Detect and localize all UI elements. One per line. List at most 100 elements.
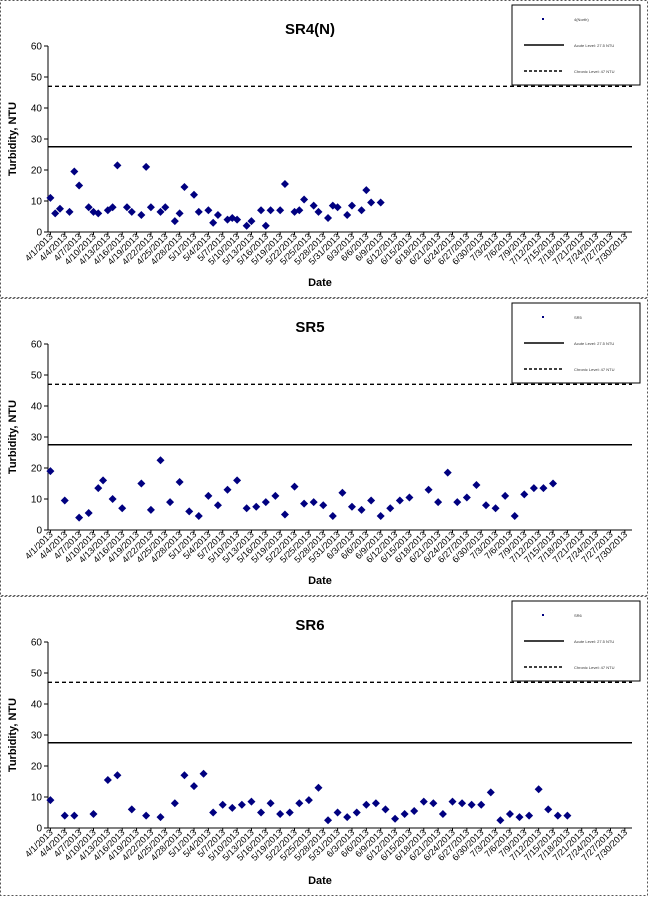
y-tick-label: 10 <box>31 197 43 208</box>
y-tick-label: 0 <box>36 526 42 537</box>
data-point <box>280 179 289 188</box>
data-point <box>419 797 428 806</box>
data-point <box>386 504 395 513</box>
data-point <box>75 513 84 522</box>
legend-label: Acute Level: 27.5 NTU <box>574 639 614 644</box>
data-point <box>190 190 198 199</box>
data-point <box>544 805 553 814</box>
data-point <box>443 468 452 477</box>
data-point <box>295 799 304 808</box>
legend-label: 4(North) <box>574 17 589 22</box>
data-point <box>247 217 256 226</box>
data-point <box>55 204 64 213</box>
data-point <box>362 800 371 809</box>
data-point <box>510 512 519 521</box>
data-point <box>228 803 237 812</box>
data-point <box>309 498 318 507</box>
y-tick-label: 30 <box>31 731 43 742</box>
data-point <box>381 805 390 814</box>
data-point <box>242 221 251 230</box>
data-point <box>127 805 136 814</box>
y-tick-label: 30 <box>31 135 43 146</box>
data-point <box>137 479 146 488</box>
y-tick-label: 50 <box>31 669 43 680</box>
y-tick-label: 20 <box>31 464 43 475</box>
data-point <box>122 203 131 212</box>
data-point <box>376 512 385 521</box>
data-point <box>185 507 194 516</box>
data-point <box>218 800 227 809</box>
data-point <box>271 491 280 500</box>
legend-marker <box>542 316 544 318</box>
data-point <box>458 799 467 808</box>
y-axis-label: Turbidity, NTU <box>7 400 19 474</box>
data-point <box>142 811 151 820</box>
data-point <box>410 806 419 815</box>
y-tick-label: 60 <box>31 340 43 351</box>
data-point <box>118 504 127 513</box>
data-point <box>233 215 242 224</box>
data-point <box>213 501 222 510</box>
data-point <box>314 783 323 792</box>
data-point <box>276 810 285 819</box>
data-point <box>338 488 347 497</box>
data-point <box>194 512 203 521</box>
data-point <box>395 496 404 505</box>
data-point <box>367 496 376 505</box>
data-point <box>333 203 342 212</box>
x-axis-label: Date <box>308 277 332 289</box>
y-tick-label: 20 <box>31 166 43 177</box>
data-point <box>400 810 409 819</box>
data-point <box>70 811 79 820</box>
x-axis-label: Date <box>308 875 332 887</box>
data-point <box>300 499 309 508</box>
data-point <box>266 206 275 215</box>
data-point <box>180 771 189 780</box>
data-point <box>46 796 55 805</box>
data-point <box>371 799 380 808</box>
y-tick-label: 40 <box>31 104 43 115</box>
data-point <box>405 493 414 502</box>
chart-panel-sr6: SR6 0 10 20 30 40 50 60 Turbidity, NTU 4/1/2013 4/… <box>0 596 648 896</box>
data-point <box>84 508 93 517</box>
y-tick-label: 60 <box>31 42 43 53</box>
legend-label: Acute Level: 27.5 NTU <box>574 341 614 346</box>
data-point <box>563 811 572 820</box>
data-point <box>209 218 218 227</box>
data-point <box>347 201 356 210</box>
y-tick-label: 10 <box>31 793 43 804</box>
legend-label: SR6 <box>574 613 583 618</box>
data-point <box>75 181 84 190</box>
data-point <box>314 207 323 216</box>
data-point <box>367 198 376 207</box>
data-point <box>285 808 294 817</box>
data-point <box>103 775 112 784</box>
data-point <box>276 206 285 215</box>
x-axis-label: Date <box>308 575 332 587</box>
data-point <box>209 808 218 817</box>
data-point <box>233 476 242 485</box>
data-point <box>477 800 486 809</box>
data-point <box>491 504 500 513</box>
y-axis-label: Turbidity, NTU <box>7 102 19 176</box>
data-point <box>304 796 313 805</box>
data-point <box>376 198 385 207</box>
data-point <box>343 813 352 822</box>
y-tick-label: 0 <box>36 228 42 239</box>
data-point <box>266 799 275 808</box>
data-point <box>328 512 337 521</box>
data-point <box>223 485 232 494</box>
data-point <box>462 493 471 502</box>
y-tick-label: 40 <box>31 700 43 711</box>
data-point <box>175 209 184 218</box>
data-point <box>70 167 79 176</box>
legend-marker <box>542 614 544 616</box>
legend-label: Chronic Level: 47 NTU <box>574 367 615 372</box>
y-tick-label: 60 <box>31 638 43 649</box>
y-tick-label: 0 <box>36 824 42 835</box>
y-tick-label: 40 <box>31 402 43 413</box>
data-point <box>438 810 447 819</box>
data-point <box>261 498 270 507</box>
